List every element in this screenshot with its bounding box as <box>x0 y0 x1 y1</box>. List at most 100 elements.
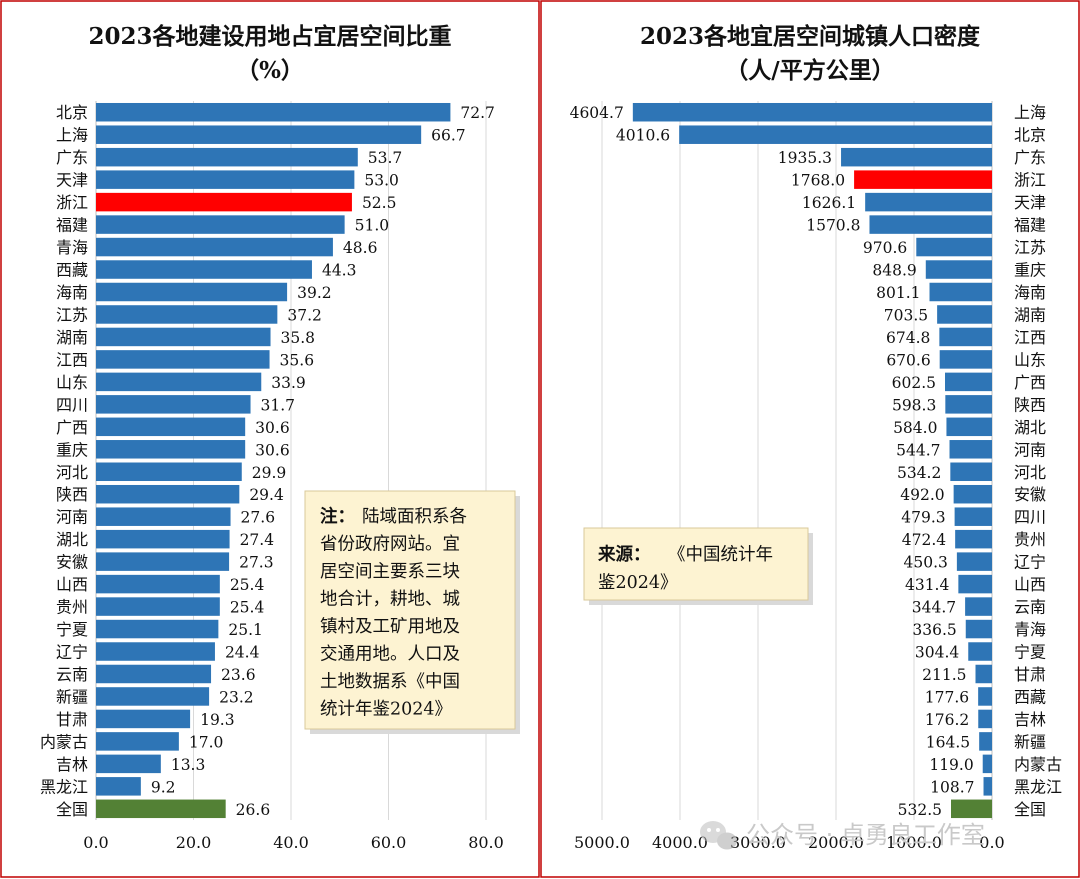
left-x-tick-label: 60.0 <box>371 833 407 852</box>
right-panel-frame <box>540 0 1080 878</box>
right-value-label: 177.6 <box>925 688 969 706</box>
right-bar <box>869 215 992 234</box>
right-value-label: 970.6 <box>863 239 907 257</box>
right-bar <box>949 440 992 459</box>
right-category-label: 吉林 <box>1014 710 1046 729</box>
right-category-label: 天津 <box>1014 193 1046 212</box>
right-category-label: 全国 <box>1014 800 1046 819</box>
right-bar <box>979 732 992 751</box>
right-bar <box>854 170 992 189</box>
right-bar <box>865 192 992 212</box>
right-category-label: 广东 <box>1014 148 1046 167</box>
right-value-label: 472.4 <box>902 531 947 549</box>
right-bar <box>956 552 992 571</box>
left-category-label: 甘肃 <box>56 710 88 729</box>
right-bar <box>916 237 992 257</box>
wechat-icon <box>700 821 737 850</box>
right-bar <box>946 417 992 437</box>
left-bar <box>96 350 270 369</box>
left-bar <box>96 529 230 549</box>
left-category-label: 陕西 <box>56 485 88 504</box>
right-bar <box>632 102 992 122</box>
left-value-label: 27.4 <box>240 531 275 549</box>
left-value-label: 33.9 <box>271 374 306 392</box>
right-note-label: 来源： <box>597 544 651 565</box>
right-value-label: 534.2 <box>897 464 941 482</box>
right-bar <box>929 282 992 302</box>
left-category-label: 西藏 <box>56 261 88 280</box>
left-value-label: 19.3 <box>200 711 235 729</box>
left-value-label: 23.6 <box>221 666 256 684</box>
left-bar <box>96 125 422 144</box>
left-category-label: 河南 <box>56 508 88 527</box>
left-category-label: 重庆 <box>56 440 88 459</box>
right-category-label: 北京 <box>1014 126 1046 145</box>
left-value-label: 26.6 <box>236 801 271 819</box>
left-bar <box>96 192 352 212</box>
left-category-label: 青海 <box>56 238 88 257</box>
right-x-tick-label: 1000.0 <box>886 833 942 852</box>
right-category-label: 重庆 <box>1014 261 1046 280</box>
left-bar <box>96 170 355 189</box>
right-value-label: 164.5 <box>926 733 970 751</box>
left-category-label: 辽宁 <box>56 643 88 662</box>
right-bar <box>951 799 992 819</box>
right-category-label: 贵州 <box>1014 530 1046 549</box>
left-category-label: 四川 <box>56 395 88 414</box>
left-category-label: 湖南 <box>56 328 88 347</box>
right-value-label: 670.6 <box>886 351 930 369</box>
left-note-line: 居空间主要系三块 <box>320 562 460 582</box>
right-value-label: 479.3 <box>901 509 945 527</box>
right-value-label: 532.5 <box>898 801 942 819</box>
right-category-label: 安徽 <box>1014 485 1046 504</box>
left-bar <box>96 732 179 751</box>
left-bar <box>96 102 451 122</box>
left-category-label: 江西 <box>56 350 88 369</box>
left-panel-frame <box>0 0 540 878</box>
left-value-label: 51.0 <box>355 217 390 235</box>
right-value-label: 598.3 <box>892 396 936 414</box>
right-category-label: 福建 <box>1014 216 1046 235</box>
right-value-label: 176.2 <box>925 711 969 729</box>
right-x-tick-label: 5000.0 <box>574 833 630 852</box>
left-value-label: 44.3 <box>322 262 357 280</box>
right-category-label: 上海 <box>1014 103 1046 122</box>
left-bar <box>96 260 312 279</box>
right-bar <box>968 642 992 661</box>
left-value-label: 53.0 <box>364 172 399 190</box>
left-category-label: 山东 <box>56 373 88 392</box>
right-value-label: 703.5 <box>884 306 928 324</box>
left-bar <box>96 372 262 392</box>
right-category-label: 山西 <box>1014 575 1046 594</box>
right-value-label: 584.0 <box>893 419 937 437</box>
left-bar <box>96 440 246 459</box>
left-category-label: 内蒙古 <box>40 732 88 751</box>
right-value-label: 336.5 <box>912 621 956 639</box>
left-note-line: 交通用地。人口及 <box>320 645 460 665</box>
right-x-tick-label: 2000.0 <box>808 833 864 852</box>
right-bar <box>965 597 992 616</box>
right-chart-title: 2023各地宜居空间城镇人口密度 <box>640 23 981 50</box>
left-category-label: 江苏 <box>56 305 88 324</box>
right-value-label: 801.1 <box>876 284 920 302</box>
left-category-label: 福建 <box>56 216 88 235</box>
left-category-label: 吉林 <box>56 755 88 774</box>
right-bar <box>975 664 992 684</box>
left-bar <box>96 552 230 571</box>
right-value-label: 1570.8 <box>806 217 860 235</box>
right-value-label: 492.0 <box>900 486 944 504</box>
right-bar <box>939 350 992 369</box>
left-chart-title: 2023各地建设用地占宜居空间比重 <box>88 23 451 50</box>
right-note-box <box>583 527 809 601</box>
left-value-label: 72.7 <box>460 104 495 122</box>
right-category-label: 湖南 <box>1014 305 1046 324</box>
left-note-line: 省份政府网站。宜 <box>320 535 460 555</box>
right-bar <box>841 147 992 167</box>
right-bar <box>978 687 992 706</box>
left-value-label: 35.8 <box>281 329 316 347</box>
right-category-label: 云南 <box>1014 598 1046 617</box>
left-value-label: 23.2 <box>219 688 254 706</box>
left-category-label: 黑龙江 <box>40 777 88 796</box>
right-bar <box>937 305 992 324</box>
